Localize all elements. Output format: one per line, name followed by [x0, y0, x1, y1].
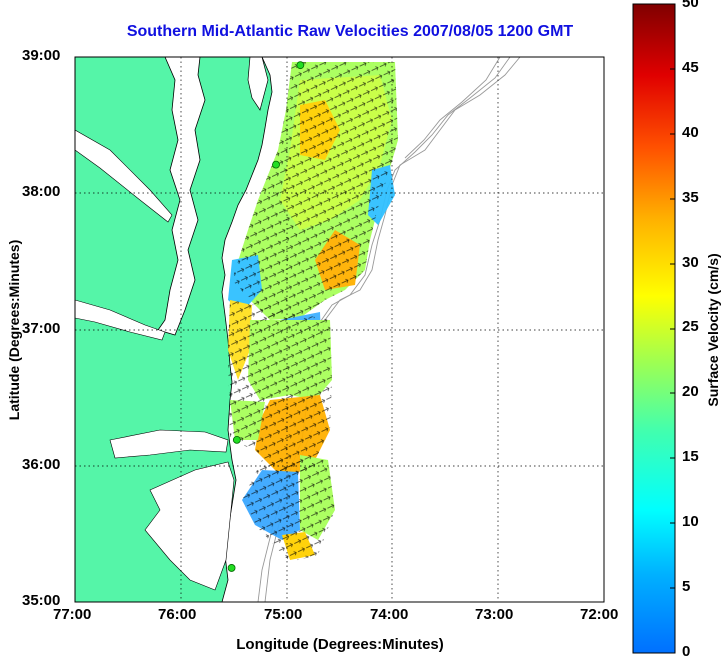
pamlico-sound — [144, 461, 235, 591]
colorbar — [632, 3, 676, 654]
radar-station-marker — [227, 564, 236, 572]
x-tick-label: 77:00 — [53, 606, 92, 623]
plot-frame — [74, 56, 605, 603]
potomac-river — [75, 129, 173, 223]
colorbar-tick-label: 45 — [682, 59, 699, 76]
colorbar-tick-label: 50 — [682, 0, 699, 11]
y-tick-label: 36:00 — [22, 456, 61, 473]
colorbar-tick-label: 20 — [682, 383, 699, 400]
grid-lines — [75, 57, 604, 602]
colorbar-tick-label: 30 — [682, 254, 699, 271]
x-tick-label: 73:00 — [475, 606, 514, 623]
velocity-arrows — [228, 62, 398, 562]
y-tick-label: 39:00 — [22, 47, 61, 64]
y-tick-label: 37:00 — [22, 320, 61, 337]
colorbar-tick-label: 10 — [682, 513, 699, 530]
colorbar-label: Surface Velocity (cm/s) — [705, 253, 721, 407]
x-tick-label: 74:00 — [370, 606, 409, 623]
colorbar-ticks — [670, 3, 675, 589]
x-tick-label: 72:00 — [580, 606, 619, 623]
colorbar-tick-label: 25 — [682, 318, 699, 335]
radar-station-marker — [232, 435, 241, 444]
y-axis-label: Latitude (Degrees:Minutes) — [6, 239, 22, 421]
station-markers — [227, 61, 305, 572]
chesapeake-bay — [157, 57, 206, 336]
x-tick-label: 76:00 — [158, 606, 197, 623]
y-tick-label: 38:00 — [22, 183, 61, 200]
map-title: Southern Mid-Atlantic Raw Velocities 200… — [126, 23, 574, 40]
x-axis-label: Longitude (Degrees:Minutes) — [236, 636, 444, 653]
albemarle-sound — [109, 429, 229, 459]
radar-station-marker — [272, 160, 280, 169]
colorbar-tick-label: 5 — [682, 578, 691, 595]
colorbar-tick-label: 35 — [682, 189, 699, 206]
radar-station-marker — [296, 61, 305, 70]
y-tick-label: 35:00 — [22, 592, 61, 609]
colorbar-tick-label: 15 — [682, 448, 699, 465]
colorbar-tick-label: 0 — [682, 643, 691, 660]
colorbar-tick-label: 40 — [682, 124, 699, 141]
x-tick-label: 75:00 — [264, 606, 303, 623]
delaware-bay — [247, 57, 269, 111]
